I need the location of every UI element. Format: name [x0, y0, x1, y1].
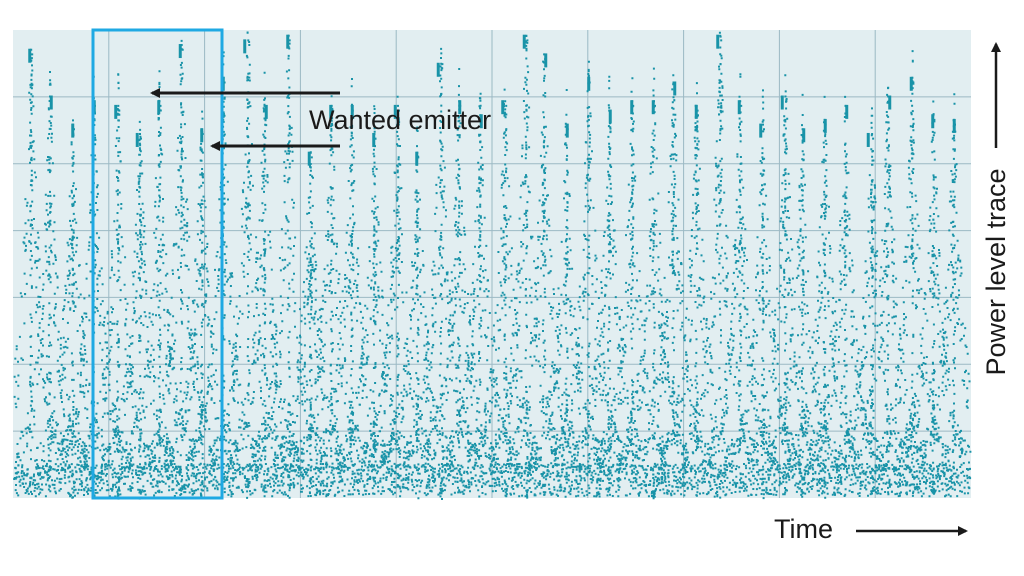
- peak-marker: [243, 39, 247, 54]
- peak-marker: [393, 104, 397, 119]
- peak-marker: [114, 104, 118, 119]
- peak-marker: [673, 81, 677, 96]
- peak-marker: [802, 128, 806, 143]
- trace-dots: [13, 31, 972, 500]
- peak-marker: [350, 104, 354, 119]
- peak-marker: [866, 132, 870, 147]
- peak-marker: [458, 100, 462, 115]
- peak-marker: [436, 62, 440, 77]
- peak-marker: [630, 100, 634, 115]
- peak-marker: [759, 123, 763, 138]
- peak-marker: [307, 151, 311, 166]
- peak-marker: [823, 118, 827, 133]
- peak-marker: [264, 104, 268, 119]
- peak-marker: [845, 104, 849, 119]
- wanted-emitter-arrows: [150, 88, 340, 151]
- peak-marker: [587, 76, 591, 91]
- peak-marker: [952, 118, 956, 133]
- peak-marker: [909, 76, 913, 91]
- grid: [13, 30, 971, 498]
- peak-marker: [608, 109, 612, 124]
- peak-marker: [286, 34, 290, 49]
- peak-marker: [716, 34, 720, 49]
- peak-marker: [415, 151, 419, 166]
- peak-marker: [28, 48, 32, 63]
- peak-marker: [49, 95, 53, 110]
- peak-marker: [479, 114, 483, 129]
- peak-marker: [694, 104, 698, 119]
- y-axis-label: Power level trace: [981, 168, 1011, 375]
- peak-marker: [178, 44, 182, 59]
- peak-marker: [200, 128, 204, 143]
- peak-marker: [544, 53, 548, 68]
- x-axis-label: Time: [774, 514, 833, 544]
- peak-marker: [931, 114, 935, 129]
- peak-marker: [737, 100, 741, 115]
- peak-marker: [372, 132, 376, 147]
- highlight-box: [91, 28, 224, 500]
- peak-marker: [329, 104, 333, 119]
- annotation-label: Wanted emitter: [309, 105, 491, 135]
- peak-marker: [888, 95, 892, 110]
- peak-marker: [71, 123, 75, 138]
- peak-marker: [651, 100, 655, 115]
- peak-marker: [565, 123, 569, 138]
- peak-marker: [501, 100, 505, 115]
- peak-marker: [135, 132, 139, 147]
- peak-marker: [522, 34, 526, 49]
- peak-marker: [157, 100, 161, 115]
- peak-marker: [780, 95, 784, 110]
